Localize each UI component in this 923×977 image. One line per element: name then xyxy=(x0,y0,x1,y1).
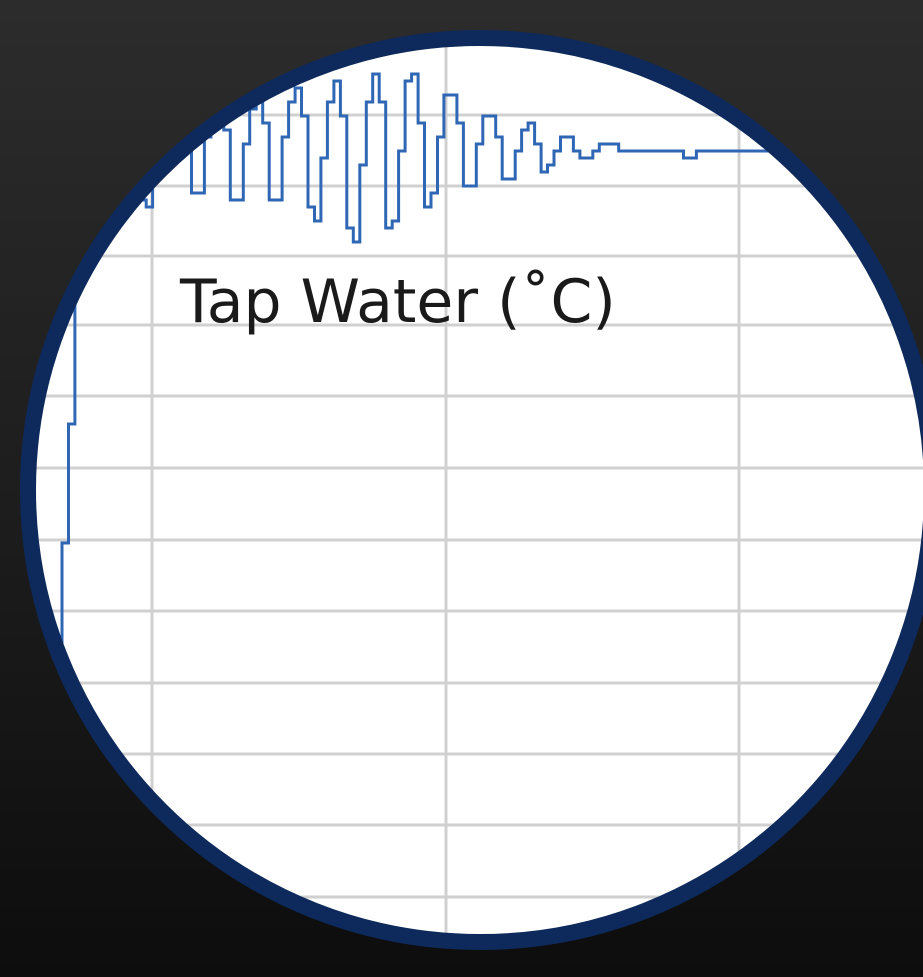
chart-title: Tap Water (˚C) xyxy=(179,267,616,337)
lens-ring xyxy=(20,30,923,950)
magnifier-lens-icon xyxy=(32,42,923,938)
